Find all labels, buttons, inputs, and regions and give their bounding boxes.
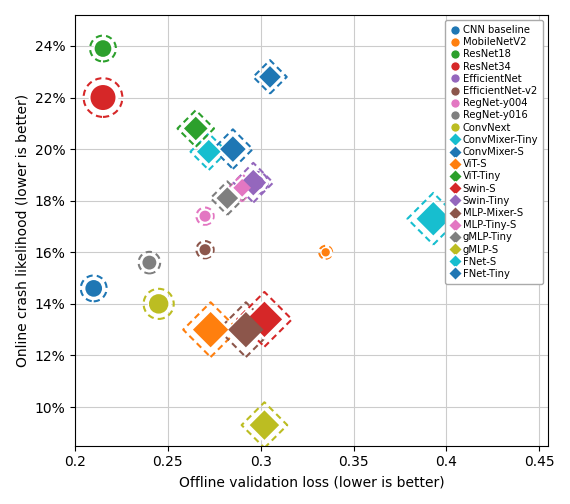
- Point: [89, 284, 98, 292]
- Point: [145, 259, 154, 267]
- Point: [238, 184, 247, 192]
- Point: [223, 194, 232, 202]
- Point: [253, 178, 262, 186]
- Point: [154, 300, 163, 308]
- Point: [154, 300, 163, 308]
- Point: [204, 148, 213, 156]
- Point: [241, 326, 250, 334]
- Point: [201, 212, 210, 220]
- Point: [260, 316, 269, 324]
- Point: [229, 145, 238, 153]
- X-axis label: Offline validation loss (lower is better): Offline validation loss (lower is better…: [179, 475, 445, 489]
- Point: [204, 148, 213, 156]
- Point: [206, 326, 215, 334]
- Point: [99, 94, 108, 102]
- Point: [260, 421, 269, 429]
- Point: [201, 245, 210, 254]
- Point: [89, 284, 98, 292]
- Point: [266, 73, 275, 81]
- Point: [238, 184, 247, 192]
- Point: [201, 245, 210, 254]
- Point: [253, 178, 262, 186]
- Point: [191, 124, 200, 133]
- Point: [99, 94, 108, 102]
- Point: [201, 212, 210, 220]
- Point: [253, 178, 262, 186]
- Point: [266, 73, 275, 81]
- Point: [266, 73, 275, 81]
- Point: [260, 316, 269, 324]
- Point: [249, 178, 258, 186]
- Point: [99, 44, 108, 52]
- Point: [204, 148, 213, 156]
- Point: [241, 326, 250, 334]
- Point: [321, 248, 330, 257]
- Point: [260, 316, 269, 324]
- Point: [321, 248, 330, 257]
- Point: [321, 248, 330, 257]
- Point: [238, 184, 247, 192]
- Y-axis label: Online crash likelihood (lower is better): Online crash likelihood (lower is better…: [15, 94, 29, 367]
- Point: [154, 300, 163, 308]
- Point: [249, 178, 258, 186]
- Point: [223, 194, 232, 202]
- Point: [249, 178, 258, 186]
- Point: [99, 94, 108, 102]
- Point: [260, 421, 269, 429]
- Point: [201, 212, 210, 220]
- Point: [145, 259, 154, 267]
- Point: [89, 284, 98, 292]
- Point: [429, 215, 438, 223]
- Point: [191, 124, 200, 133]
- Point: [241, 326, 250, 334]
- Point: [429, 215, 438, 223]
- Point: [145, 259, 154, 267]
- Point: [191, 124, 200, 133]
- Point: [260, 421, 269, 429]
- Point: [429, 215, 438, 223]
- Legend: CNN baseline, MobileNetV2, ResNet18, ResNet34, EfficientNet, EfficientNet-v2, Re: CNN baseline, MobileNetV2, ResNet18, Res…: [445, 20, 543, 284]
- Point: [206, 326, 215, 334]
- Point: [206, 326, 215, 334]
- Point: [229, 145, 238, 153]
- Point: [99, 44, 108, 52]
- Point: [229, 145, 238, 153]
- Point: [99, 44, 108, 52]
- Point: [223, 194, 232, 202]
- Point: [201, 245, 210, 254]
